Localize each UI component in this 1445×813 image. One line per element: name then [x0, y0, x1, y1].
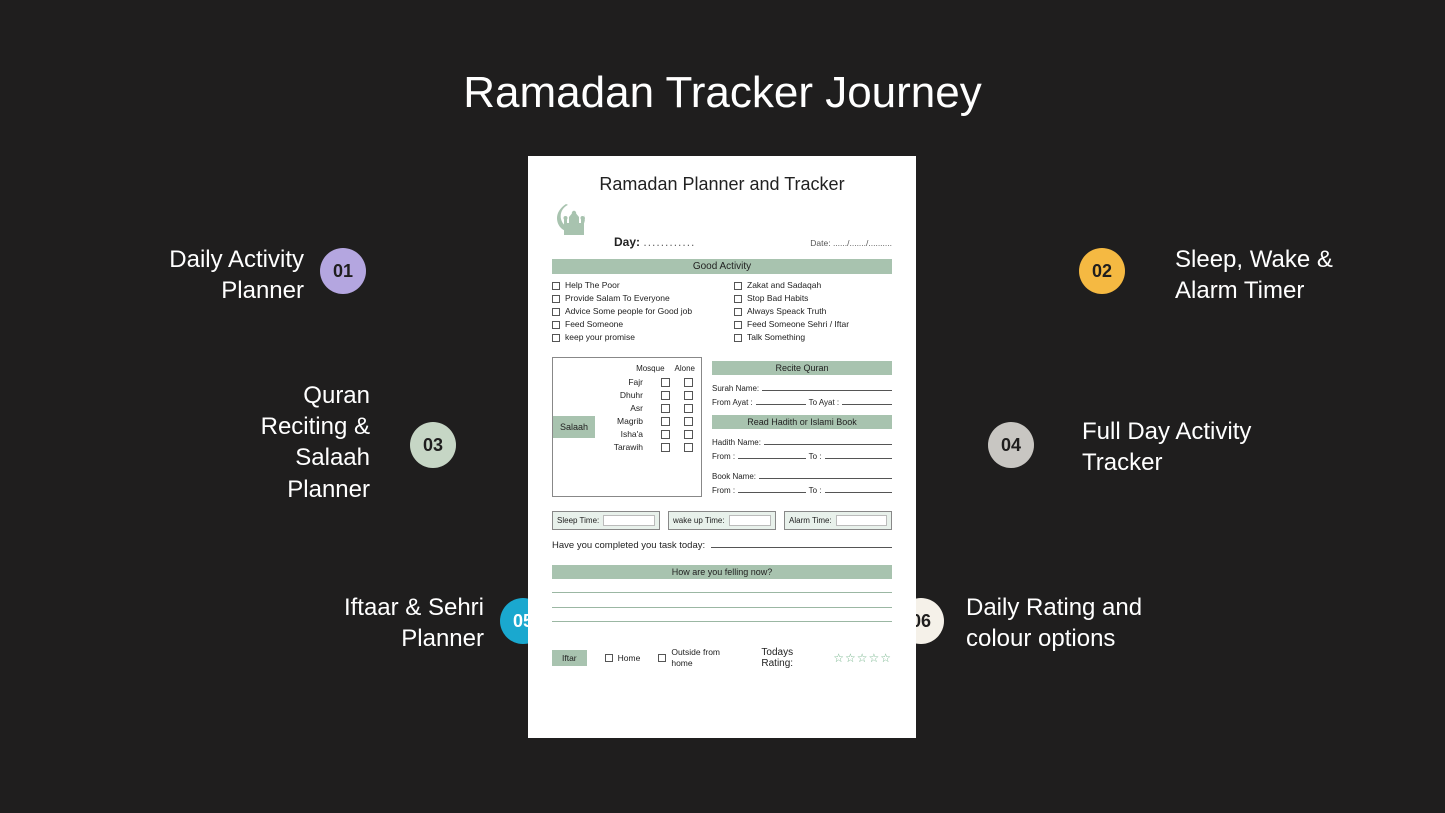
checkbox[interactable]: [552, 308, 560, 316]
date-dots: ....../......./..........: [833, 238, 892, 248]
input-line[interactable]: [759, 471, 892, 479]
checkbox[interactable]: [684, 443, 693, 452]
rating-label: Todays Rating:: [761, 647, 827, 669]
badge-02: 02: [1079, 248, 1125, 294]
alarm-time-input[interactable]: [836, 515, 887, 526]
section-read-hadith: Read Hadith or Islami Book: [712, 415, 892, 429]
checkbox[interactable]: [684, 391, 693, 400]
input-line[interactable]: [756, 397, 806, 405]
checkbox[interactable]: [734, 308, 742, 316]
input-line[interactable]: [764, 437, 892, 445]
checkbox[interactable]: [684, 404, 693, 413]
input-line[interactable]: [738, 451, 806, 459]
badge-04: 04: [988, 422, 1034, 468]
checkbox[interactable]: [734, 282, 742, 290]
input-line[interactable]: [825, 451, 893, 459]
checkbox[interactable]: [658, 654, 666, 662]
badge-01: 01: [320, 248, 366, 294]
feature-1: Daily ActivityPlanner: [104, 244, 304, 306]
planner-page: Ramadan Planner and Tracker Day: .......…: [528, 156, 916, 738]
checkbox[interactable]: [684, 378, 693, 387]
activities-right: Zakat and Sadaqah Stop Bad Habits Always…: [734, 280, 892, 343]
feature-5: Iftaar & SehriPlanner: [304, 592, 484, 654]
sleep-time-box: Sleep Time:: [552, 511, 660, 530]
day-label: Day:: [614, 235, 640, 249]
checkbox[interactable]: [552, 321, 560, 329]
salaah-box: Salaah Mosque Alone Fajr Dhuhr Asr Magri…: [552, 357, 702, 497]
badge-03: 03: [410, 422, 456, 468]
checkbox[interactable]: [552, 295, 560, 303]
feeling-lines[interactable]: [552, 585, 892, 629]
mosque-icon: [552, 201, 600, 249]
checkbox[interactable]: [661, 430, 670, 439]
input-line[interactable]: [711, 540, 892, 548]
date-label: Date:: [810, 238, 830, 248]
checkbox[interactable]: [661, 404, 670, 413]
feature-4: Full Day ActivityTracker: [1082, 416, 1322, 478]
input-line[interactable]: [842, 397, 892, 405]
task-complete-line: Have you completed you task today:: [552, 540, 892, 551]
checkbox[interactable]: [684, 417, 693, 426]
salaah-label: Salaah: [553, 416, 595, 438]
checkbox[interactable]: [661, 391, 670, 400]
salaah-col-alone: Alone: [675, 364, 695, 373]
input-line[interactable]: [762, 383, 892, 391]
wake-time-input[interactable]: [729, 515, 771, 526]
section-recite-quran: Recite Quran: [712, 361, 892, 375]
checkbox[interactable]: [661, 378, 670, 387]
page-title: Ramadan Tracker Journey: [0, 68, 1445, 118]
feature-3: QuranReciting &SalaahPlanner: [210, 380, 370, 505]
checkbox[interactable]: [684, 430, 693, 439]
checkbox[interactable]: [552, 282, 560, 290]
iftar-label: Iftar: [552, 650, 587, 666]
sleep-time-input[interactable]: [603, 515, 655, 526]
checkbox[interactable]: [661, 443, 670, 452]
section-feeling: How are you felling now?: [552, 565, 892, 579]
checkbox[interactable]: [734, 295, 742, 303]
checkbox[interactable]: [605, 654, 613, 662]
salaah-col-mosque: Mosque: [636, 364, 664, 373]
wake-time-box: wake up Time:: [668, 511, 776, 530]
day-dots: ............: [643, 235, 695, 249]
rating-stars[interactable]: ☆☆☆☆☆: [833, 651, 892, 665]
checkbox[interactable]: [734, 321, 742, 329]
checkbox[interactable]: [661, 417, 670, 426]
feature-6: Daily Rating andcolour options: [966, 592, 1206, 654]
checkbox[interactable]: [734, 334, 742, 342]
activities-left: Help The Poor Provide Salam To Everyone …: [552, 280, 710, 343]
planner-title: Ramadan Planner and Tracker: [552, 174, 892, 195]
feature-2: Sleep, Wake &Alarm Timer: [1175, 244, 1395, 306]
input-line[interactable]: [825, 485, 893, 493]
input-line[interactable]: [738, 485, 806, 493]
alarm-time-box: Alarm Time:: [784, 511, 892, 530]
section-good-activity: Good Activity: [552, 259, 892, 274]
checkbox[interactable]: [552, 334, 560, 342]
